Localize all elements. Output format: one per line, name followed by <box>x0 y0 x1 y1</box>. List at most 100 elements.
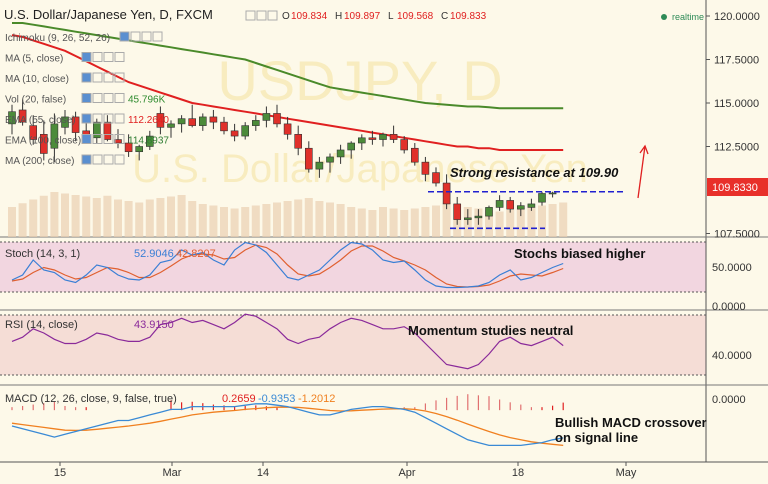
volume-bar <box>400 210 409 237</box>
ohlc-value: 109.897 <box>344 11 381 22</box>
indicator-label: MA (10, close) <box>5 74 69 85</box>
date-tick-label: May <box>616 467 637 479</box>
date-axis: 15 Mar 14 Apr 18 May <box>54 462 637 479</box>
indicator-control-icon <box>81 52 92 62</box>
stoch-k-line <box>11 241 564 289</box>
candle-body <box>347 142 356 151</box>
indicator-label: Ichimoku (9, 26, 52, 26) <box>5 33 110 44</box>
indicator-value: 114.8937 <box>128 136 169 147</box>
volume-bar <box>188 201 197 237</box>
annotation-rsi: Momentum studies neutral <box>408 323 573 338</box>
price-tick-label: 117.5000 <box>714 55 759 67</box>
indicator-value: 45.796K <box>128 95 166 106</box>
volume-bar <box>442 202 451 237</box>
date-tick-label: Mar <box>163 467 182 479</box>
ohlc-values: O 109.834 H 109.897 L 109.568 C 109.833 <box>282 11 487 22</box>
candle-body <box>357 137 366 144</box>
volume-bar <box>39 195 48 237</box>
date-tick-label: 14 <box>257 467 269 479</box>
candle-body <box>220 121 228 132</box>
hide-icon <box>256 10 267 21</box>
indicator-control-icon <box>81 72 92 83</box>
indicator-label: EMA (55, close) <box>5 115 76 126</box>
date-tick-label: Apr <box>398 467 415 479</box>
stoch-k-value: 52.9046 <box>134 248 174 260</box>
stoch-tick-0: 0.0000 <box>712 301 746 313</box>
candle-body <box>188 118 196 126</box>
indicator-label: MA (5, close) <box>5 54 63 65</box>
volume-bar <box>114 199 122 237</box>
volume-bar <box>495 211 504 237</box>
candle-body <box>283 123 292 135</box>
watermark-symbol: USDJPY, D <box>217 49 502 112</box>
volume-bar <box>538 205 546 237</box>
volume-bar <box>50 192 59 237</box>
indicator-control-icon <box>92 52 103 62</box>
candle-body <box>400 139 409 151</box>
volume-bar <box>29 199 38 237</box>
ohlc-value: 109.833 <box>450 11 487 22</box>
candle-body <box>315 161 324 170</box>
volume-bars <box>8 192 568 237</box>
volume-bar <box>82 196 91 237</box>
price-tick-label: 120.0000 <box>714 11 760 23</box>
candle-body <box>93 121 101 139</box>
candle-body <box>199 116 207 126</box>
price-tick-label: 112.5000 <box>714 142 759 154</box>
volume-bar <box>251 205 260 237</box>
indicator-control-icon <box>103 113 114 124</box>
stoch-tick-50: 50.0000 <box>712 262 752 274</box>
indicator-control-icon <box>81 154 92 165</box>
volume-bar <box>283 201 292 237</box>
indicator-control-icon <box>141 31 152 42</box>
indicator-control-icon <box>130 31 141 42</box>
candle-body <box>304 147 313 170</box>
indicator-label: MA (200, close) <box>5 156 74 167</box>
annotation-resistance: Strong resistance at 109.90 <box>450 165 619 180</box>
indicator-control-icon <box>92 72 103 83</box>
indicator-control-icon <box>119 31 130 42</box>
volume-bar <box>61 193 69 237</box>
candle-body <box>336 149 345 158</box>
macd-series-line <box>11 403 564 447</box>
candle-body <box>167 123 175 128</box>
current-price-tag <box>707 178 768 196</box>
annotation-macd-1: Bullish MACD crossover <box>555 415 707 430</box>
candle-body <box>516 205 525 210</box>
volume-bar <box>103 195 112 237</box>
candle-body <box>379 134 387 140</box>
indicator-control-icon <box>114 93 125 103</box>
volume-bar <box>357 208 366 237</box>
candle-body <box>548 192 557 195</box>
arrow-up-icon <box>637 145 646 199</box>
indicator-control-icon <box>92 154 103 165</box>
candle-body <box>485 207 493 217</box>
candle-body <box>135 146 143 153</box>
volume-bar <box>389 208 398 237</box>
volume-bar <box>273 202 281 237</box>
volume-bar <box>177 195 186 237</box>
annotation-macd-2: on signal line <box>555 430 638 445</box>
volume-bar <box>410 208 419 237</box>
volume-bar <box>559 202 568 237</box>
volume-bar <box>548 204 557 237</box>
macd-hist-value: 0.2659 <box>222 393 256 405</box>
annotation-stoch: Stochs biased higher <box>514 246 645 261</box>
macd-tick-0: 0.0000 <box>712 394 746 406</box>
candle-body <box>326 156 334 163</box>
candle-body <box>506 200 515 210</box>
indicator-control-icon <box>81 134 92 144</box>
indicator-control-icon <box>81 113 92 124</box>
price-tick-label: 115.0000 <box>714 98 759 110</box>
volume-bar <box>156 198 165 237</box>
volume-bar <box>71 195 80 237</box>
ohlc-key: C <box>441 11 448 22</box>
watermark-name: U.S. Dollar/Japanese Yen <box>132 147 588 191</box>
indicator-control-icon <box>103 72 114 83</box>
candle-body <box>209 116 218 123</box>
indicator-control-icon <box>114 52 125 62</box>
volume-bar <box>294 199 303 237</box>
candle-body <box>230 130 239 137</box>
